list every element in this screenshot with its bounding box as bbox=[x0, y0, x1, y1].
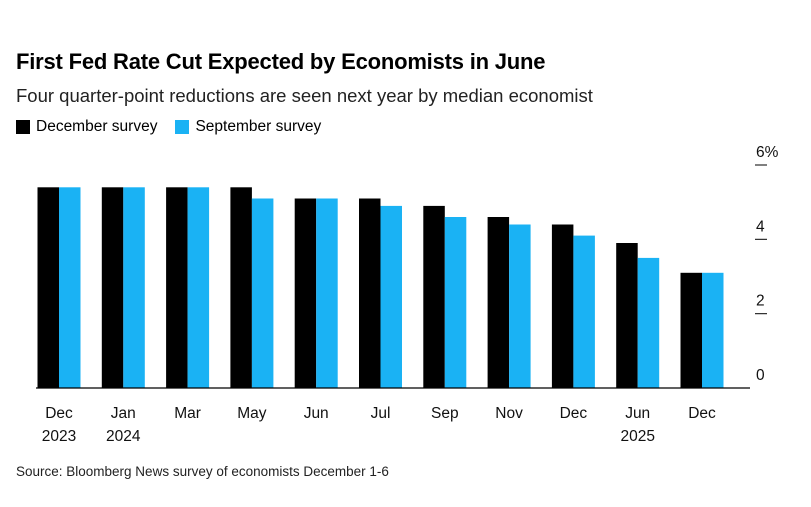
bar-september-10 bbox=[702, 272, 724, 388]
x-tick-label: May bbox=[237, 405, 267, 422]
legend-label-september: September survey bbox=[195, 118, 322, 135]
bar-december-0 bbox=[37, 187, 59, 388]
legend-swatch-september bbox=[175, 120, 190, 134]
y-tick-label: 4 bbox=[756, 218, 765, 235]
x-tick-label: Jan bbox=[111, 405, 136, 422]
bar-september-0 bbox=[59, 187, 81, 388]
y-tick-label: 2 bbox=[756, 293, 765, 310]
bar-september-1 bbox=[123, 187, 145, 388]
legend-item-december: December survey bbox=[16, 118, 157, 136]
bar-december-7 bbox=[487, 217, 510, 388]
bar-december-8 bbox=[551, 224, 574, 388]
x-tick-label: Mar bbox=[174, 405, 201, 422]
bar-september-7 bbox=[509, 224, 531, 388]
x-tick-label: Dec bbox=[560, 405, 588, 422]
bar-september-3 bbox=[251, 198, 274, 388]
y-tick-label: 0 bbox=[756, 367, 765, 384]
x-tick-label: Jun bbox=[304, 405, 329, 422]
x-tick-label: Dec bbox=[688, 405, 716, 422]
bar-december-5 bbox=[359, 198, 381, 388]
bar-december-4 bbox=[294, 198, 317, 388]
x-tick-year: 2024 bbox=[106, 428, 141, 445]
chart-subtitle: Four quarter-point reductions are seen n… bbox=[16, 85, 593, 106]
x-tick-year: 2025 bbox=[620, 428, 654, 445]
x-tick-label: Jul bbox=[371, 405, 391, 422]
bar-september-2 bbox=[187, 187, 210, 388]
legend: December survey September survey bbox=[16, 118, 339, 136]
x-tick-year: 2023 bbox=[42, 428, 76, 445]
bar-september-9 bbox=[637, 257, 660, 388]
bar-december-1 bbox=[101, 187, 124, 388]
legend-label-december: December survey bbox=[36, 118, 158, 135]
bar-december-2 bbox=[166, 187, 188, 388]
bar-september-4 bbox=[316, 198, 338, 388]
bar-december-10 bbox=[680, 272, 702, 388]
legend-item-september: September survey bbox=[175, 118, 321, 136]
legend-swatch-december bbox=[16, 120, 30, 134]
bar-december-9 bbox=[616, 243, 638, 388]
bar-september-5 bbox=[380, 205, 402, 388]
bar-september-8 bbox=[573, 235, 595, 388]
x-tick-label: Dec bbox=[45, 405, 73, 422]
x-tick-label: Sep bbox=[431, 405, 459, 422]
bar-september-6 bbox=[444, 217, 467, 388]
bar-december-6 bbox=[423, 205, 445, 388]
y-tick-label: 6% bbox=[756, 144, 779, 161]
bar-december-3 bbox=[230, 187, 252, 388]
source-note: Source: Bloomberg News survey of economi… bbox=[16, 464, 389, 479]
x-tick-label: Jun bbox=[625, 405, 650, 422]
x-tick-label: Nov bbox=[495, 405, 523, 422]
chart-title: First Fed Rate Cut Expected by Economist… bbox=[16, 49, 546, 74]
